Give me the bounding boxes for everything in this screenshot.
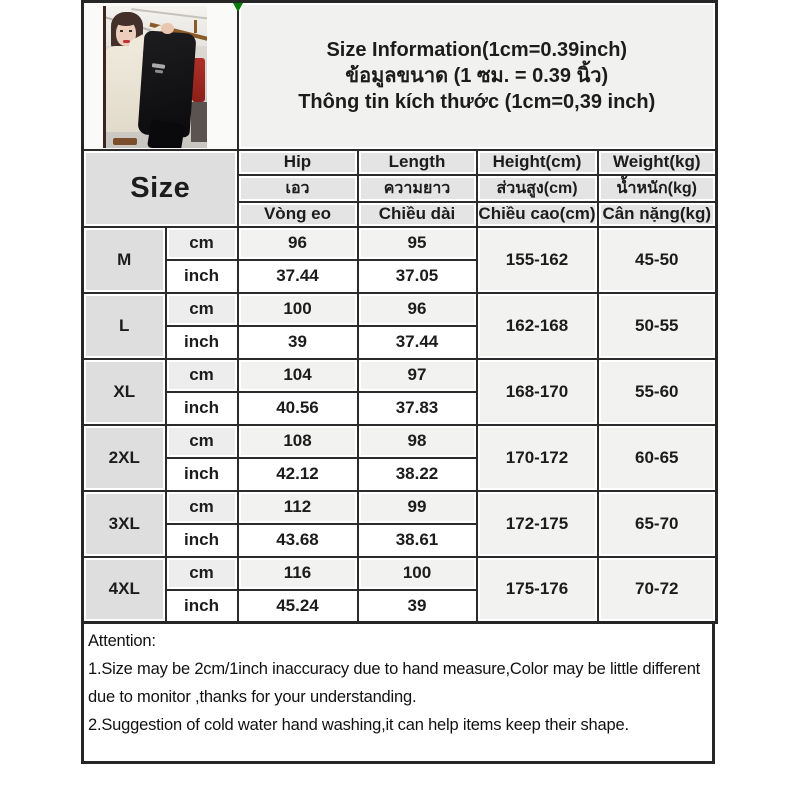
unit-inch-label: inch bbox=[164, 522, 239, 558]
length-inch-value: 37.83 bbox=[356, 390, 478, 426]
height-range-value: 168-170 bbox=[475, 357, 599, 426]
size-label-3xl: 3XL bbox=[81, 489, 167, 558]
photo-model-eye bbox=[129, 29, 132, 32]
green-corner-marker bbox=[233, 3, 243, 12]
unit-cm-label: cm bbox=[164, 489, 239, 525]
length-cm-value: 99 bbox=[356, 489, 478, 525]
weight-range-value: 70-72 bbox=[596, 555, 718, 624]
height-range-value: 175-176 bbox=[475, 555, 599, 624]
col-header-hip-en: Hip bbox=[236, 148, 359, 176]
length-cm-value: 98 bbox=[356, 423, 478, 459]
size-label-m: M bbox=[81, 225, 167, 294]
attention-note: Attention: 1.Size may be 2cm/1inch inacc… bbox=[81, 624, 715, 764]
size-header-cell: Size bbox=[81, 148, 239, 228]
photo-rail-hook bbox=[194, 19, 197, 33]
photo-rack-dark-garment bbox=[191, 101, 207, 142]
hip-inch-value: 39 bbox=[236, 324, 359, 360]
col-header-weight-th: น้ำหนัก(kg) bbox=[596, 173, 718, 203]
col-header-height-en: Height(cm) bbox=[475, 148, 599, 176]
photo-model-hair-fringe bbox=[115, 16, 137, 26]
col-header-length-vi: Chiều dài bbox=[356, 200, 478, 228]
unit-cm-label: cm bbox=[164, 555, 239, 591]
length-cm-value: 95 bbox=[356, 225, 478, 261]
unit-inch-label: inch bbox=[164, 588, 239, 624]
photo-model-lips bbox=[123, 39, 130, 43]
unit-cm-label: cm bbox=[164, 357, 239, 393]
col-header-hip-th: เอว bbox=[236, 173, 359, 203]
hip-inch-value: 42.12 bbox=[236, 456, 359, 492]
length-cm-value: 100 bbox=[356, 555, 478, 591]
hip-inch-value: 40.56 bbox=[236, 390, 359, 426]
unit-inch-label: inch bbox=[164, 390, 239, 426]
photo-model-eye bbox=[120, 29, 123, 32]
weight-range-value: 45-50 bbox=[596, 225, 718, 294]
length-inch-value: 37.44 bbox=[356, 324, 478, 360]
weight-range-value: 65-70 bbox=[596, 489, 718, 558]
photo-left-edge-strip bbox=[103, 5, 106, 148]
height-range-value: 170-172 bbox=[475, 423, 599, 492]
product-photo-cell bbox=[81, 0, 239, 151]
col-header-height-th: ส่วนสูง(cm) bbox=[475, 173, 599, 203]
title-line-vietnamese: Thông tin kích thước (1cm=0,39 inch) bbox=[298, 90, 656, 113]
weight-range-value: 55-60 bbox=[596, 357, 718, 426]
hip-cm-value: 100 bbox=[236, 291, 359, 327]
length-inch-value: 38.22 bbox=[356, 456, 478, 492]
product-photo bbox=[103, 5, 207, 148]
height-range-value: 172-175 bbox=[475, 489, 599, 558]
hip-inch-value: 43.68 bbox=[236, 522, 359, 558]
length-cm-value: 96 bbox=[356, 291, 478, 327]
hip-inch-value: 37.44 bbox=[236, 258, 359, 294]
col-header-weight-vi: Cân nặng(kg) bbox=[596, 200, 718, 228]
col-header-height-vi: Chiều cao(cm) bbox=[475, 200, 599, 228]
hip-cm-value: 96 bbox=[236, 225, 359, 261]
length-inch-value: 37.05 bbox=[356, 258, 478, 294]
photo-garment-logo bbox=[154, 69, 164, 74]
photo-black-garment-leg bbox=[147, 119, 185, 148]
size-label-4xl: 4XL bbox=[81, 555, 167, 624]
photo-rack-red-garment bbox=[192, 57, 205, 102]
unit-cm-label: cm bbox=[164, 423, 239, 459]
attention-line-1: 1.Size may be 2cm/1inch inaccuracy due t… bbox=[88, 660, 701, 706]
unit-inch-label: inch bbox=[164, 456, 239, 492]
hip-cm-value: 108 bbox=[236, 423, 359, 459]
title-line-thai: ข้อมูลขนาด (1 ซม. = 0.39 นิ้ว) bbox=[345, 64, 609, 87]
size-label-2xl: 2XL bbox=[81, 423, 167, 492]
weight-range-value: 60-65 bbox=[596, 423, 718, 492]
col-header-weight-en: Weight(kg) bbox=[596, 148, 718, 176]
length-inch-value: 39 bbox=[356, 588, 478, 624]
height-range-value: 155-162 bbox=[475, 225, 599, 294]
size-label-xl: XL bbox=[81, 357, 167, 426]
attention-heading: Attention: bbox=[88, 632, 156, 650]
col-header-length-en: Length bbox=[356, 148, 478, 176]
unit-inch-label: inch bbox=[164, 258, 239, 294]
hip-cm-value: 112 bbox=[236, 489, 359, 525]
unit-cm-label: cm bbox=[164, 291, 239, 327]
length-cm-value: 97 bbox=[356, 357, 478, 393]
col-header-length-th: ความยาว bbox=[356, 173, 478, 203]
photo-model-hand bbox=[161, 22, 174, 34]
hip-cm-value: 104 bbox=[236, 357, 359, 393]
height-range-value: 162-168 bbox=[475, 291, 599, 360]
photo-model-belt bbox=[113, 137, 137, 145]
size-chart-content: Size Information(1cm=0.39inch) ข้อมูลขนา… bbox=[81, 0, 719, 764]
weight-range-value: 50-55 bbox=[596, 291, 718, 360]
size-table: Size Information(1cm=0.39inch) ข้อมูลขนา… bbox=[81, 0, 719, 624]
length-inch-value: 38.61 bbox=[356, 522, 478, 558]
attention-line-2: 2.Suggestion of cold water hand washing,… bbox=[88, 716, 629, 734]
title-cell: Size Information(1cm=0.39inch) ข้อมูลขนา… bbox=[236, 0, 718, 151]
col-header-hip-vi: Vòng eo bbox=[236, 200, 359, 228]
hip-cm-value: 116 bbox=[236, 555, 359, 591]
size-label-l: L bbox=[81, 291, 167, 360]
unit-cm-label: cm bbox=[164, 225, 239, 261]
unit-inch-label: inch bbox=[164, 324, 239, 360]
hip-inch-value: 45.24 bbox=[236, 588, 359, 624]
title-line-english: Size Information(1cm=0.39inch) bbox=[326, 38, 628, 61]
